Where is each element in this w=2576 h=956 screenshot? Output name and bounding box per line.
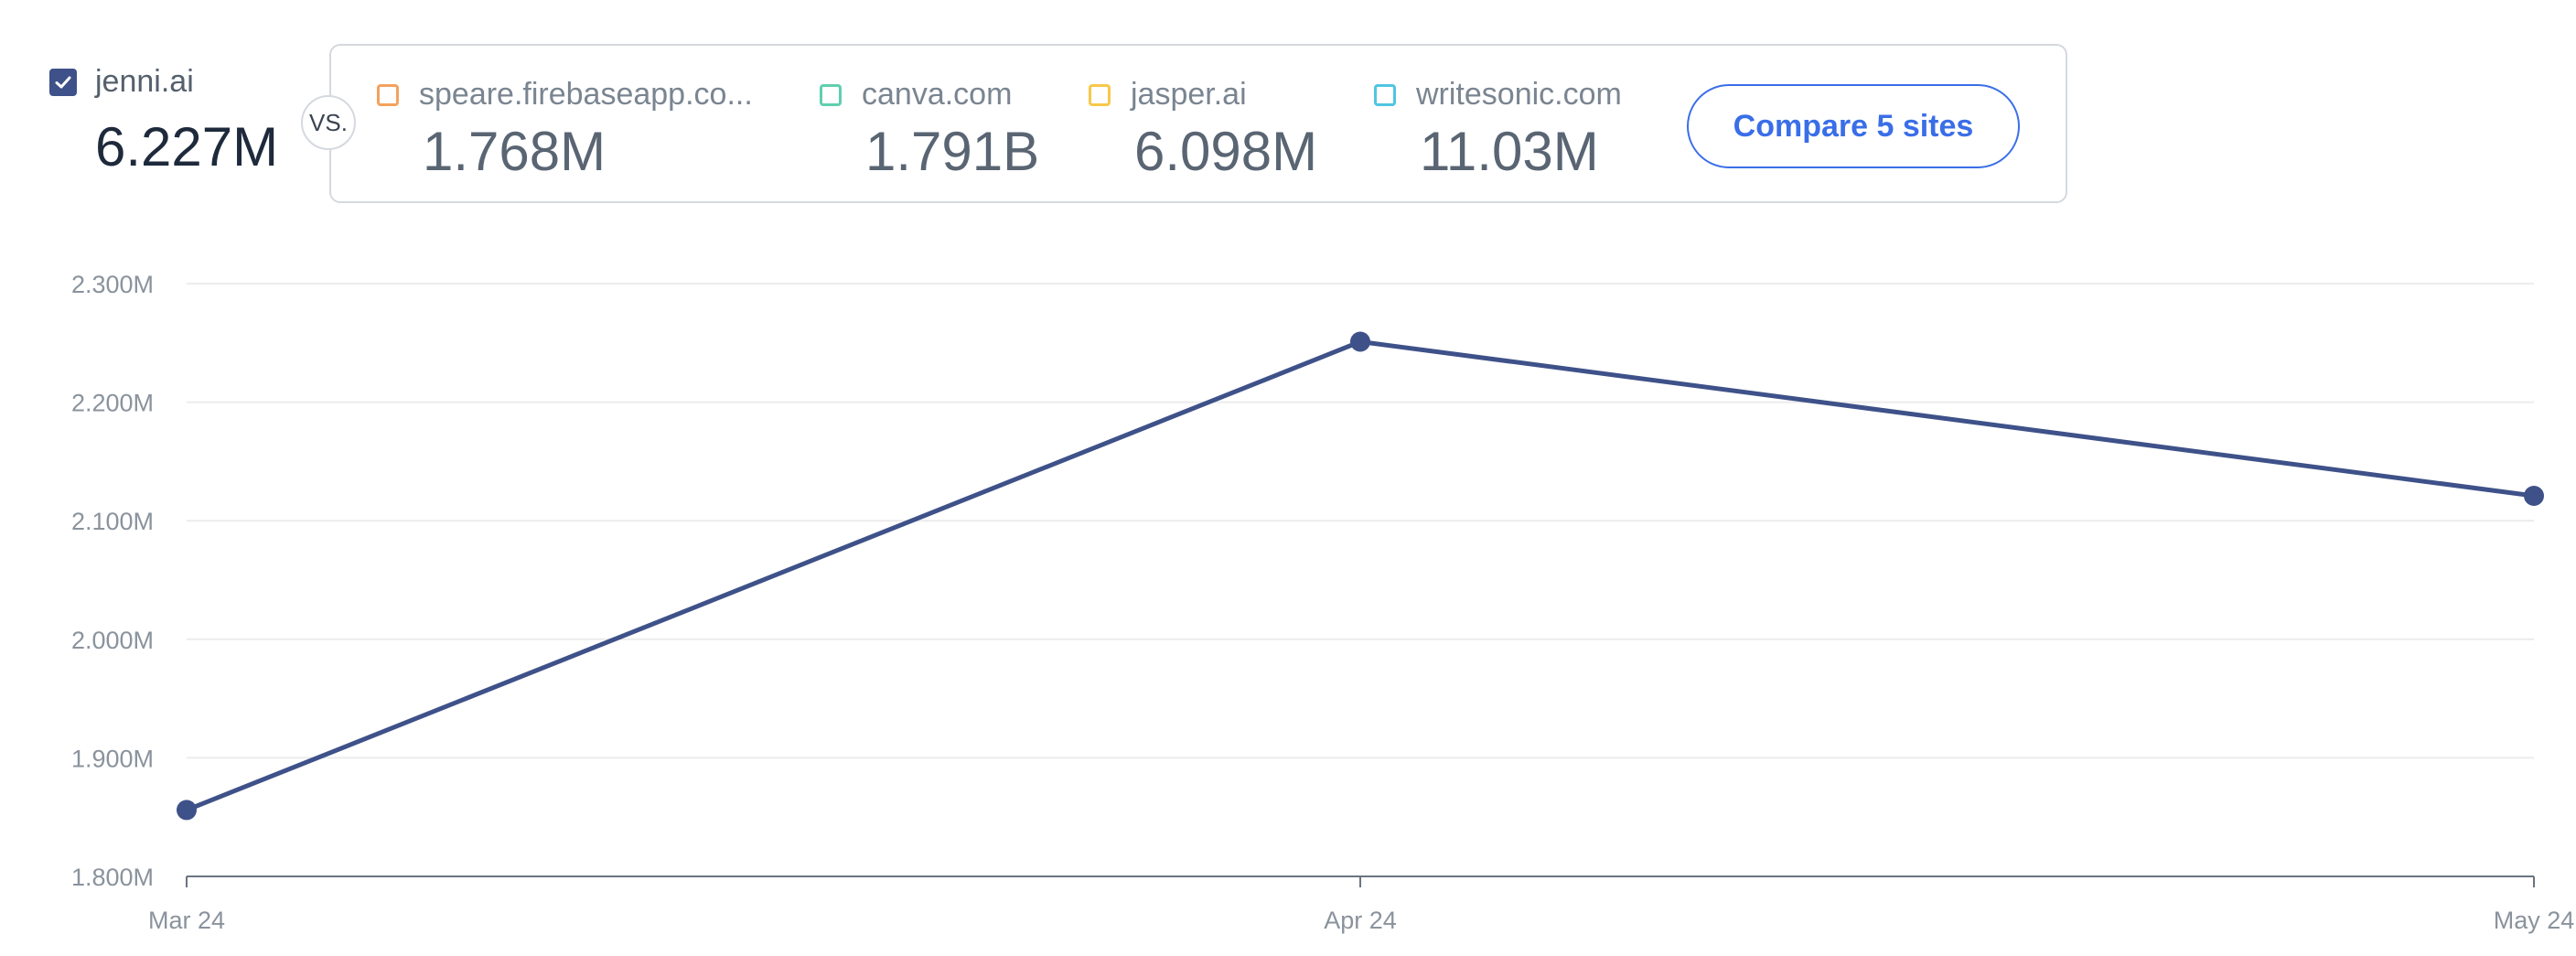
competitor-3-name: jasper.ai xyxy=(1131,77,1247,112)
x-tick-label: Mar 24 xyxy=(148,907,225,934)
competitor-1-checkbox[interactable] xyxy=(377,83,399,106)
compare-sites-button[interactable]: Compare 5 sites xyxy=(1687,84,2020,168)
data-point xyxy=(1350,331,1370,352)
x-tick-label: May 24 xyxy=(2494,907,2575,934)
competitor-2-checkbox[interactable] xyxy=(820,83,842,106)
primary-site-header: jenni.ai xyxy=(49,64,194,100)
competitor-1-value: 1.768M xyxy=(423,121,606,182)
competitor-2-value: 1.791B xyxy=(865,121,1040,182)
competitor-3: jasper.ai 6.098M xyxy=(1089,77,1317,183)
vs-badge: VS. xyxy=(301,95,356,150)
primary-site-value: 6.227M xyxy=(95,116,279,177)
y-tick-label: 2.300M xyxy=(71,271,154,298)
primary-site-checkbox[interactable] xyxy=(49,68,77,96)
y-tick-label: 1.900M xyxy=(71,745,154,772)
competitor-4-checkbox[interactable] xyxy=(1374,83,1396,106)
y-tick-label: 1.800M xyxy=(71,864,154,891)
y-tick-label: 2.200M xyxy=(71,390,154,417)
competitor-4-value: 11.03M xyxy=(1420,121,1599,182)
data-point xyxy=(2524,485,2544,506)
competitor-4: writesonic.com 11.03M xyxy=(1374,77,1622,183)
y-tick-label: 2.000M xyxy=(71,627,154,654)
primary-site: jenni.ai 6.227M xyxy=(49,64,278,177)
check-icon xyxy=(55,76,71,88)
primary-site-name: jenni.ai xyxy=(95,64,194,99)
x-tick-label: Apr 24 xyxy=(1324,907,1397,934)
y-tick-label: 2.100M xyxy=(71,508,154,535)
data-point xyxy=(177,800,197,821)
competitor-4-name: writesonic.com xyxy=(1416,77,1622,112)
competitor-1: speare.firebaseapp.co... 1.768M xyxy=(377,77,753,183)
competitor-2-name: canva.com xyxy=(862,77,1013,112)
competitor-2: canva.com 1.791B xyxy=(820,77,1039,183)
competitor-1-name: speare.firebaseapp.co... xyxy=(419,77,753,112)
series-line xyxy=(184,339,2537,812)
competitor-3-checkbox[interactable] xyxy=(1089,83,1111,106)
competitor-3-value: 6.098M xyxy=(1134,121,1318,182)
